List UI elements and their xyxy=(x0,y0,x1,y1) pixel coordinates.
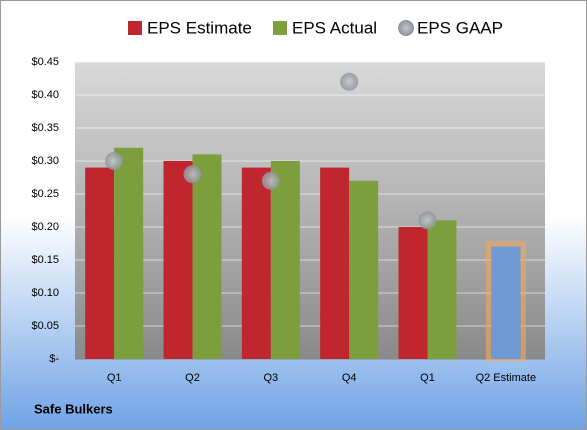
plot-area xyxy=(75,62,545,359)
bar xyxy=(427,220,457,359)
x-tick-label: Q1 xyxy=(107,372,122,384)
bar xyxy=(320,167,350,359)
y-tick-label: $0.20 xyxy=(31,221,59,233)
legend-swatch xyxy=(398,20,414,36)
bar xyxy=(114,147,144,359)
bar xyxy=(163,161,193,359)
bar xyxy=(349,180,379,359)
legend-swatch xyxy=(273,21,287,35)
bar xyxy=(398,227,428,359)
y-tick-label: $0.40 xyxy=(31,89,59,101)
gaap-dot xyxy=(105,152,124,170)
x-tick-label: Q2 xyxy=(185,372,200,384)
y-tick-label: $0.15 xyxy=(31,254,59,266)
bar xyxy=(270,161,300,359)
y-tick-label: $0.30 xyxy=(31,155,59,167)
bar xyxy=(85,167,115,359)
legend-swatch xyxy=(128,21,142,35)
x-tick-label: Q1 xyxy=(420,372,435,384)
bar xyxy=(491,246,521,359)
bar xyxy=(192,154,222,359)
gaap-dot xyxy=(418,211,437,230)
x-tick-label: Q3 xyxy=(263,372,278,384)
chart-title: Safe Bulkers xyxy=(34,401,113,416)
legend-label: EPS Actual xyxy=(292,18,377,37)
x-tick-label: Q4 xyxy=(342,372,357,384)
y-tick-label: $0.45 xyxy=(31,56,59,68)
gaap-dot xyxy=(340,72,359,91)
gaap-dot xyxy=(261,171,280,190)
legend-label: EPS GAAP xyxy=(417,18,503,37)
legend-label: EPS Estimate xyxy=(147,18,252,37)
gaap-dot xyxy=(183,165,202,184)
y-tick-label: $0.05 xyxy=(31,320,59,332)
bar xyxy=(241,167,271,359)
y-tick-label: $0.35 xyxy=(31,122,59,134)
y-tick-label: $0.25 xyxy=(31,188,59,200)
y-tick-label: $0.10 xyxy=(31,287,59,299)
x-tick-label: Q2 Estimate xyxy=(476,372,537,384)
y-tick-label: $- xyxy=(49,353,59,365)
